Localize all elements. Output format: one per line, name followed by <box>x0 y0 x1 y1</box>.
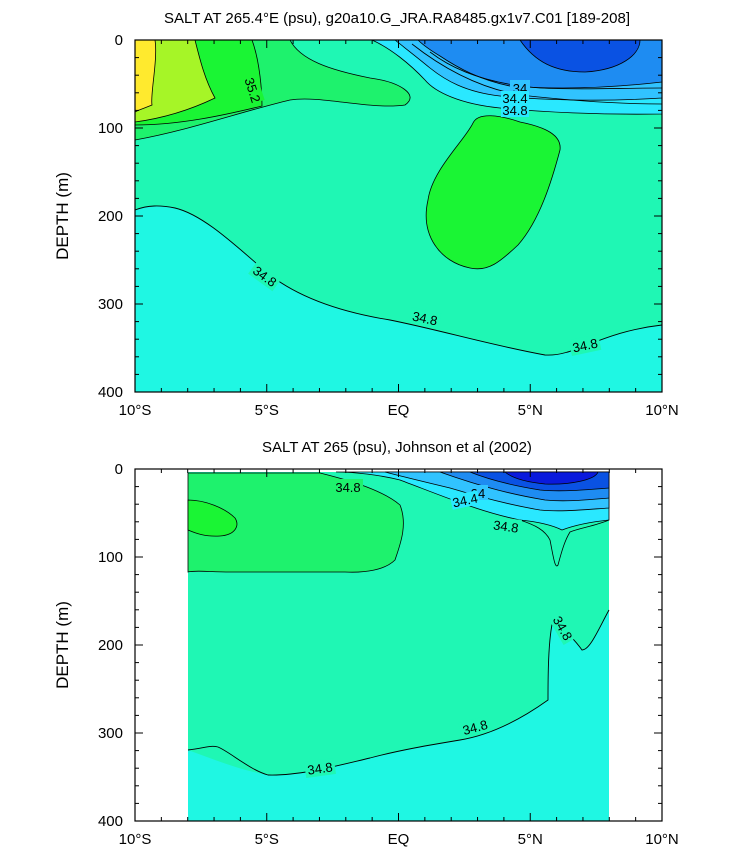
x-tick-label: EQ <box>388 402 410 419</box>
contour-34-8-deep <box>135 205 662 356</box>
bottom-chart-title: SALT AT 265 (psu), Johnson et al (2002) <box>262 439 532 456</box>
contour-33-2 <box>503 471 599 485</box>
top-contour-label-34-8-c: 34.8 <box>411 309 439 329</box>
y-tick-label: 200 <box>98 208 123 225</box>
bottom-axes: 10°S 5°S EQ 5°N 10°N 0 100 200 300 400 <box>98 461 679 848</box>
x-tick-label: 5°S <box>255 831 279 848</box>
bottom-contour-label-34-8-b: 34.8 <box>492 517 519 535</box>
bottom-contour-label-34-8-a: 34.8 <box>335 480 360 495</box>
contour-35 <box>187 472 404 573</box>
x-tick-label: 5°N <box>518 831 543 848</box>
fill-green-mid <box>188 473 404 573</box>
x-tick-label: 10°N <box>645 402 679 419</box>
contour-34-8-shallow <box>335 471 610 531</box>
contour-34 <box>417 40 662 89</box>
y-tick-label: 400 <box>98 813 123 830</box>
y-tick-label: 300 <box>98 725 123 742</box>
top-contour-label-35-2: 35.2 <box>241 76 263 105</box>
contour-notch <box>519 519 610 567</box>
x-tick-label: 5°N <box>518 402 543 419</box>
top-contour-label-34-8-d: 34.8 <box>571 336 599 356</box>
x-tick-label: 10°S <box>119 831 152 848</box>
contour-lens <box>425 115 561 270</box>
fill-yellow <box>135 40 156 112</box>
y-tick-label: 100 <box>98 549 123 566</box>
y-tick-label: 300 <box>98 296 123 313</box>
top-contour-label-34-8-a: 34.8 <box>502 103 527 118</box>
contour-33-6 <box>469 471 610 492</box>
top-contour-label-34-4: 34.4 <box>502 91 527 106</box>
fill-navy <box>505 472 598 485</box>
contour-extra-1 <box>429 51 662 90</box>
x-tick-label: EQ <box>388 831 410 848</box>
contour-35-4 <box>135 40 216 123</box>
bottom-contour-fill <box>135 469 662 821</box>
top-contour-fill <box>135 40 662 392</box>
top-y-axis-label: DEPTH (m) <box>53 172 72 260</box>
top-axes: 10°S 5°S EQ 5°N 10°N 0 100 200 300 400 <box>98 32 679 419</box>
top-chart: SALT AT 265.4°E (psu), g20a10.G_JRA.RA84… <box>53 10 679 419</box>
top-chart-title: SALT AT 265.4°E (psu), g20a10.G_JRA.RA84… <box>164 10 630 27</box>
contour-35-2 <box>135 40 263 126</box>
bottom-contour-label-34-8-e: 34.8 <box>306 759 333 777</box>
y-tick-label: 400 <box>98 384 123 401</box>
bottom-y-axis-label: DEPTH (m) <box>53 601 72 689</box>
contour-34-8 <box>371 40 662 115</box>
x-tick-label: 5°S <box>255 402 279 419</box>
fill-subsurface-lens <box>426 115 561 269</box>
fill-green-bright <box>188 500 237 537</box>
contour-34-4 <box>394 40 662 101</box>
y-tick-label: 200 <box>98 637 123 654</box>
y-tick-label: 100 <box>98 120 123 137</box>
y-tick-label: 0 <box>115 461 123 478</box>
contour-34 <box>439 471 610 502</box>
y-tick-label: 0 <box>115 32 123 49</box>
contour-35-2 <box>187 499 238 537</box>
contour-33-6 <box>519 40 641 73</box>
contour-35-shallow <box>135 40 411 141</box>
x-tick-label: 10°N <box>645 831 679 848</box>
bottom-chart: SALT AT 265 (psu), Johnson et al (2002) <box>53 439 679 848</box>
contour-34-4 <box>384 471 610 512</box>
bottom-contour-label-34-8-d: 34.8 <box>461 717 489 738</box>
x-tick-label: 10°S <box>119 402 152 419</box>
fill-aqua-green <box>135 40 662 356</box>
bottom-contour-labels: 34.8 34 34.4 34.8 34.8 34.8 34.8 <box>304 479 578 779</box>
fill-blue-deep <box>520 40 640 72</box>
bottom-contour-label-34-4: 34.4 <box>451 491 479 511</box>
